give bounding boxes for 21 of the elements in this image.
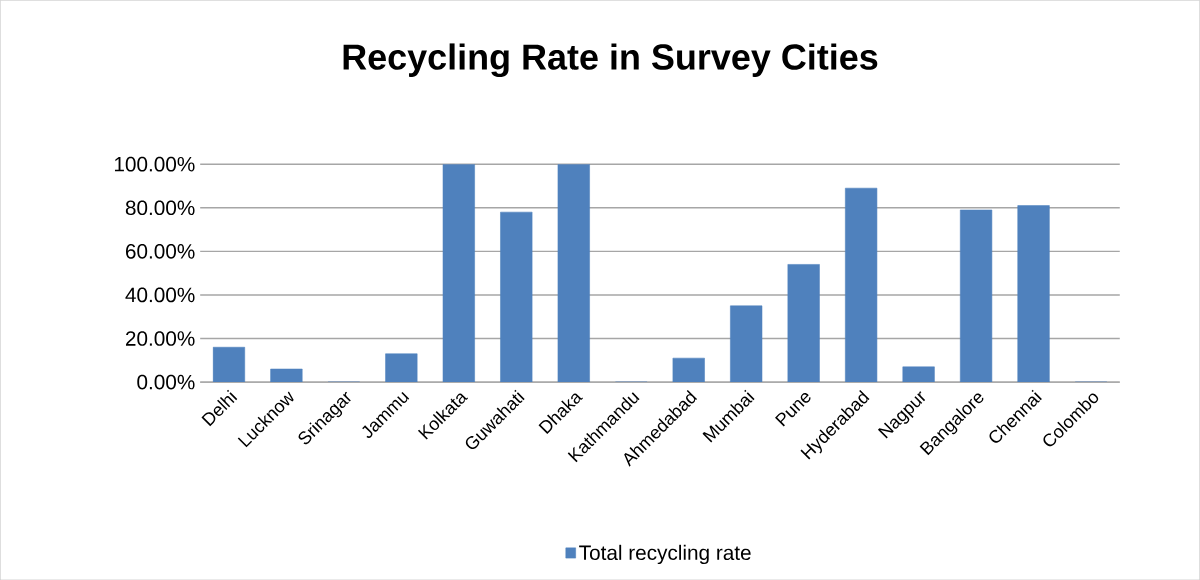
bar: [442, 164, 475, 382]
y-tick-label: 80.00%: [125, 200, 195, 215]
y-tick-label: 40.00%: [125, 287, 195, 303]
y-tick-label: 20.00%: [125, 331, 195, 346]
y-tick-label: 60.00%: [126, 243, 195, 259]
y-tick-label: 100.00%: [114, 156, 195, 172]
y-tick-label: 0.00%: [137, 374, 195, 390]
bar: [270, 368, 303, 382]
legend-label: Total recycling rate: [579, 544, 751, 564]
bar: [902, 366, 935, 382]
bar: [1017, 205, 1050, 382]
bar: [500, 211, 533, 382]
chart-title: Recycling Rate in Survey Cities: [343, 43, 878, 77]
bar: [557, 164, 590, 382]
bar: [385, 353, 418, 382]
bar: [730, 305, 763, 382]
bar: [672, 357, 705, 382]
bar: [845, 187, 878, 382]
bar: [960, 209, 993, 382]
bar: [787, 264, 820, 382]
bar: [212, 346, 246, 382]
